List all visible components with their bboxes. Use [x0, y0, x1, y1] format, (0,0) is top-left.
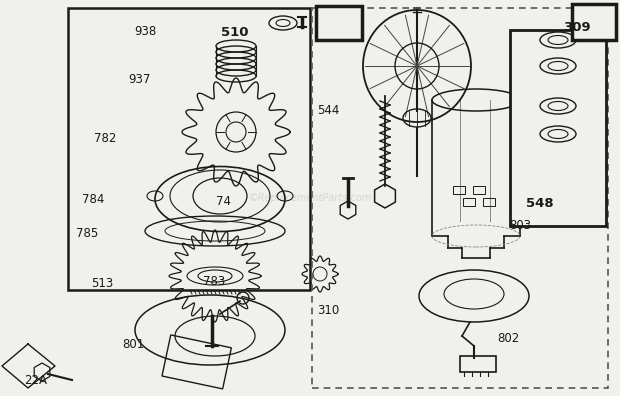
Text: 785: 785	[76, 227, 98, 240]
Text: 510: 510	[221, 27, 248, 39]
Bar	[510, 30, 606, 226]
Bar	[316, 6, 362, 40]
Bar	[312, 8, 608, 388]
Text: ©ReplacementParts.com: ©ReplacementParts.com	[249, 193, 371, 203]
Text: 544: 544	[317, 105, 340, 117]
Bar	[483, 198, 495, 206]
Bar	[162, 335, 231, 389]
Bar	[572, 4, 616, 40]
Text: 74: 74	[216, 196, 231, 208]
Bar	[473, 186, 485, 194]
Text: 22A: 22A	[24, 375, 48, 387]
Text: 309: 309	[563, 21, 590, 34]
Text: 937: 937	[128, 73, 151, 86]
Text: 938: 938	[135, 25, 157, 38]
Text: 803: 803	[510, 219, 532, 232]
Text: 548: 548	[526, 198, 553, 210]
Text: 783: 783	[203, 275, 225, 287]
Bar	[453, 186, 465, 194]
Bar	[460, 356, 496, 372]
Text: 513: 513	[91, 277, 113, 289]
Bar	[68, 8, 310, 290]
Text: 802: 802	[497, 332, 520, 345]
Text: 310: 310	[317, 305, 340, 317]
Text: 801: 801	[122, 338, 144, 351]
Text: 782: 782	[94, 132, 117, 145]
Text: 784: 784	[82, 194, 104, 206]
Bar	[463, 198, 475, 206]
